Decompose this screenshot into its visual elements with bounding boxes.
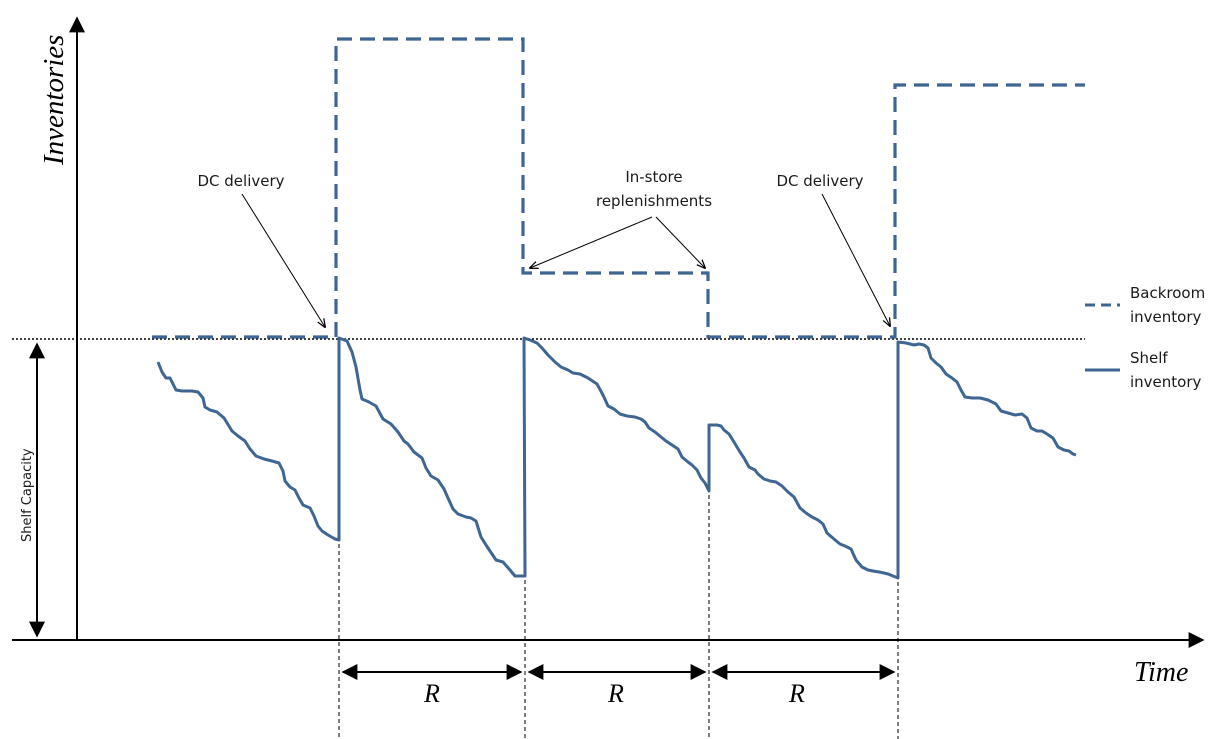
in-store-label-line1: In-store	[625, 168, 682, 186]
legend-label-shelf-line1: Shelf	[1130, 349, 1168, 367]
review-period-label-2: R	[607, 679, 624, 708]
dc-delivery-label-right: DC delivery	[776, 172, 863, 190]
in-store-pointer-right	[655, 216, 705, 268]
in-store-label-line2: replenishments	[596, 192, 712, 210]
review-period-label-3: R	[788, 679, 805, 708]
legend: Backroom inventory Shelf inventory	[1085, 284, 1205, 391]
dc-delivery-pointer-left	[241, 193, 325, 327]
dc-delivery-label-left: DC delivery	[197, 172, 284, 190]
in-store-pointer-left	[530, 216, 653, 268]
review-period-label-1: R	[423, 679, 440, 708]
x-axis-label: Time	[1134, 657, 1188, 688]
dc-delivery-pointer-right	[821, 193, 890, 326]
shelf-inventory-line	[156, 336, 1077, 580]
y-axis-label: Inventories	[38, 35, 70, 166]
backroom-inventory-line	[152, 37, 1085, 339]
legend-label-shelf-line2: inventory	[1130, 373, 1202, 391]
shelf-capacity-label: Shelf Capacity	[20, 448, 35, 542]
legend-label-backroom-line1: Backroom	[1130, 284, 1205, 302]
legend-label-backroom-line2: inventory	[1130, 308, 1202, 326]
